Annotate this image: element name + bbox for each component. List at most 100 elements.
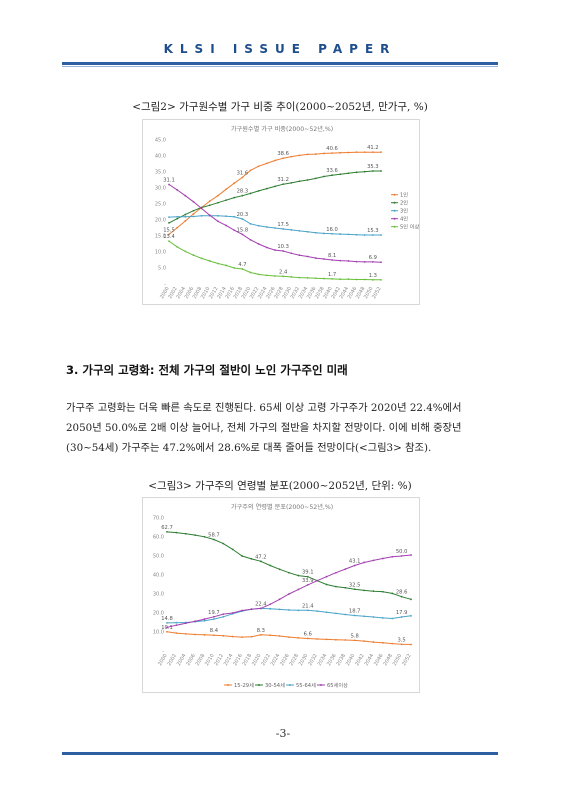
data-point [241,194,244,197]
data-point [363,151,366,154]
data-point [325,611,328,614]
data-point [274,275,276,277]
figure3-svg: 가구주의 연령별 분포(2000~52년,%) - 10.0 20.0 30.0 40.0… [153,503,413,689]
x-tick-label: 2040 [345,653,357,667]
legend-label: 65세이상 [327,681,348,689]
data-point [353,564,356,567]
x-tick-label: 2036 [306,286,318,300]
y-tick-label: 40.0 [153,573,164,579]
header-divider-thin [62,66,498,67]
data-point [249,222,252,225]
data-point [371,170,374,172]
data-point [241,636,243,639]
x-tick-label: 2038 [314,286,326,300]
x-tick-label: 2000 [157,653,169,667]
x-tick-label: 2022 [260,653,272,667]
x-tick-label: 2024 [270,653,282,667]
y-tick-label: 10.0 [153,630,164,636]
data-point [391,592,394,595]
data-label: 40.6 [326,146,338,152]
data-label: 39.1 [302,570,314,576]
data-point [184,622,187,625]
y-tick-label: 40.0 [155,154,166,160]
data-point [225,224,227,227]
data-point [380,170,382,172]
data-point [316,610,319,612]
data-point [265,226,268,228]
data-point [323,152,325,155]
data-point [192,215,195,218]
figure3-chart: 가구주의 연령별 분포(2000~52년,%) - 10.0 20.0 30.0 40.0… [142,497,420,693]
series-line-0 [168,151,381,235]
x-tick-label: 2052 [371,286,383,300]
data-label: 10.3 [277,244,289,250]
legend-marker [289,684,291,686]
data-point [282,183,285,186]
data-point [297,588,300,591]
data-label: 28.3 [237,189,249,195]
data-point [194,620,197,623]
data-point [176,215,179,218]
data-point [363,640,365,643]
data-point [265,246,268,249]
data-point [194,633,197,636]
data-point [410,554,412,556]
data-point [269,564,272,567]
data-point [203,619,206,622]
data-point [306,277,309,279]
x-tick-label: 2006 [184,286,196,300]
data-point [347,172,350,175]
data-point [241,609,243,612]
body-line-2: 2050년 50.0%로 2배 이상 늘어나, 전체 가구의 절반을 차지할 전… [66,422,462,434]
x-tick-label: 2006 [185,653,197,667]
chart-title: 가구주의 연령별 분포(2000~52년,%) [231,503,333,511]
data-point [381,557,384,560]
x-tick-label: 2034 [317,653,329,667]
x-tick-label: 2016 [232,653,244,667]
data-point [269,603,272,606]
data-point [391,555,394,558]
data-point [353,588,356,591]
data-label: 21.4 [302,603,314,609]
data-point [233,182,236,185]
data-point [222,542,225,545]
data-point [325,583,328,586]
data-point [184,220,187,222]
data-point [225,199,227,202]
data-point [298,254,301,257]
data-point [250,635,253,638]
y-tick-label: 50.0 [153,554,164,560]
data-point [331,277,333,280]
x-tick-label: 2002 [167,653,179,667]
y-tick-label: - [162,649,164,655]
data-label: 33.9 [302,578,314,584]
data-label: 17.5 [277,222,289,228]
x-tick-label: 2000 [159,286,171,300]
data-point [166,626,168,629]
data-label: 1.7 [328,272,336,278]
data-point [314,257,317,259]
data-point [166,530,168,533]
data-point [166,630,168,633]
data-point [314,277,317,280]
chart-title: 가구원수별 가구 비중(2000~52년,%) [231,125,333,133]
data-label: 43.1 [349,559,361,565]
data-point [203,633,206,636]
data-point [353,639,356,642]
data-point [335,638,337,641]
data-point [288,571,290,574]
data-point [282,157,285,160]
data-point [222,634,225,637]
data-point [288,593,290,595]
data-point [168,233,170,236]
x-tick-label: 2004 [176,653,188,667]
data-point [217,220,219,223]
data-point [192,200,195,203]
series-line-4 [168,240,381,281]
data-point [233,215,236,218]
data-point [410,614,412,617]
data-point [380,234,382,236]
data-point [372,641,375,643]
data-point [231,612,234,614]
header-divider [62,62,498,65]
